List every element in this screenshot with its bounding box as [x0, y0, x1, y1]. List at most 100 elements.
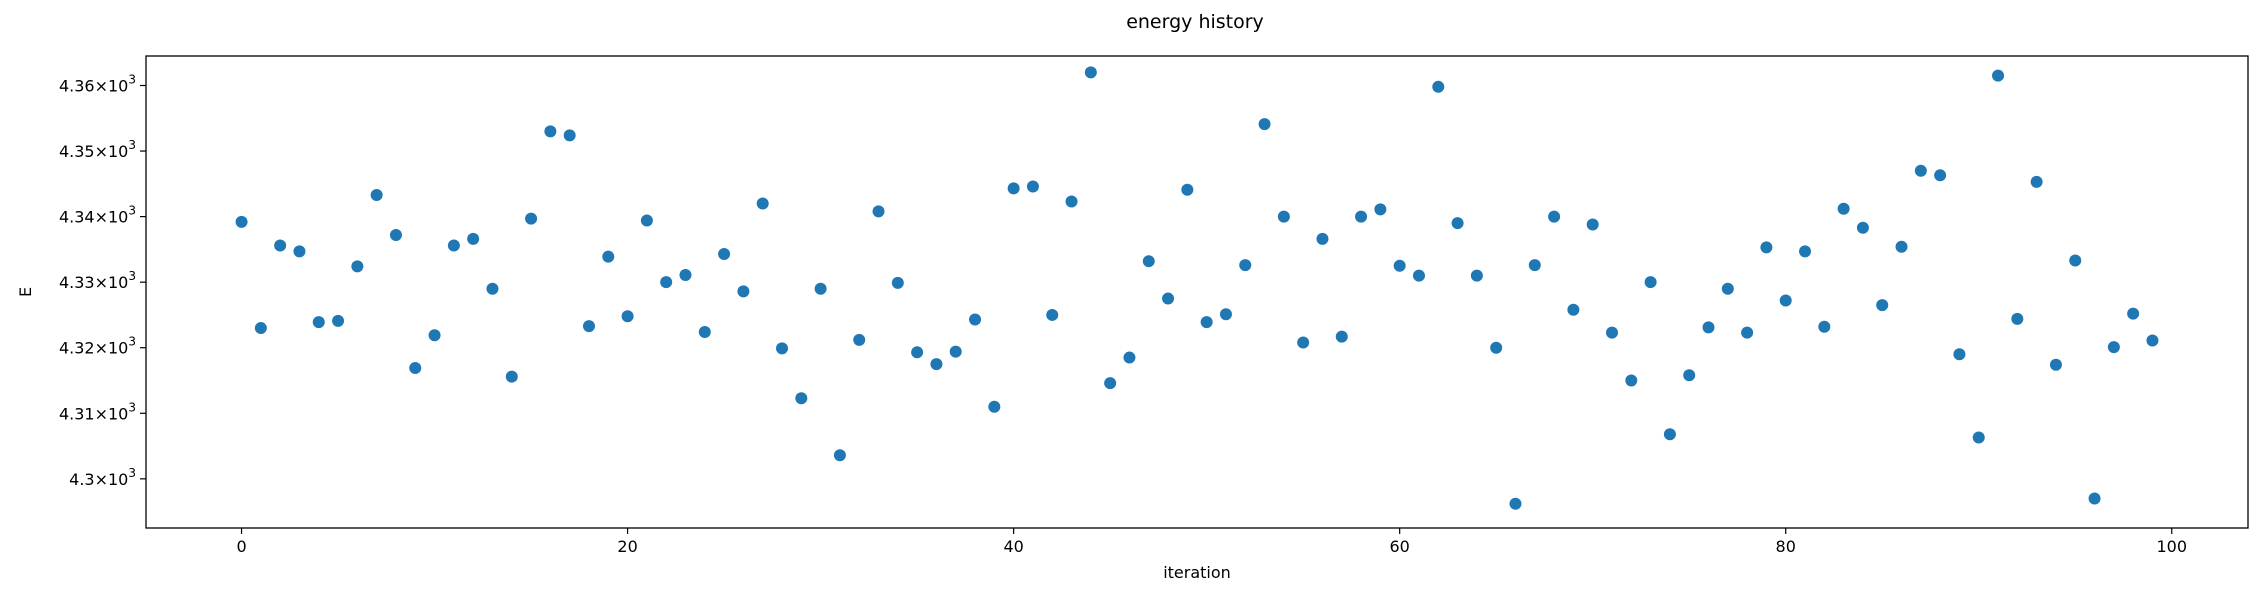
data-point [1992, 69, 2005, 82]
data-point [1258, 118, 1271, 131]
data-point [660, 276, 673, 289]
data-point [1586, 218, 1599, 231]
y-tick-label: 4.35×103 [59, 138, 136, 161]
data-point [1142, 255, 1155, 268]
y-tick-label: 4.36×103 [59, 73, 136, 96]
data-point [274, 239, 287, 252]
data-point [621, 310, 634, 323]
data-point [1683, 369, 1696, 382]
data-point [1953, 348, 1966, 361]
data-point [2069, 254, 2082, 267]
data-point [833, 449, 846, 462]
data-point [1663, 428, 1676, 441]
data-point [1972, 431, 1985, 444]
data-point [486, 282, 499, 295]
y-tick-label: 4.3×103 [69, 466, 136, 489]
data-point [351, 260, 364, 273]
data-point [1046, 308, 1059, 321]
data-point [1316, 232, 1329, 245]
data-point [1837, 202, 1850, 215]
data-point [1895, 240, 1908, 253]
data-point [872, 205, 885, 218]
data-point [1876, 299, 1889, 312]
data-point [525, 212, 538, 225]
data-point [563, 129, 576, 142]
data-point [1065, 195, 1078, 208]
data-point [467, 232, 480, 245]
scatter-points [235, 66, 2159, 510]
data-point [2011, 312, 2024, 325]
data-point [1799, 245, 1812, 258]
data-point [254, 322, 267, 335]
data-point [1432, 80, 1445, 93]
data-point [1123, 351, 1136, 364]
data-point [2030, 175, 2043, 188]
data-point [756, 197, 769, 210]
data-point [1084, 66, 1097, 79]
data-point [1548, 210, 1561, 223]
data-point [1470, 269, 1483, 282]
data-point [2107, 341, 2120, 354]
data-point [602, 250, 615, 263]
data-point [640, 214, 653, 227]
data-point [1335, 330, 1348, 343]
data-point [853, 333, 866, 346]
data-point [1567, 303, 1580, 316]
data-point [582, 320, 595, 333]
y-axis-label: E [16, 287, 35, 297]
data-point [911, 346, 924, 359]
x-tick-label: 80 [1776, 537, 1796, 556]
data-point [1721, 282, 1734, 295]
data-point [1856, 221, 1869, 234]
data-point [293, 245, 306, 258]
data-point [1934, 169, 1947, 182]
data-point [891, 276, 904, 289]
data-point [679, 268, 692, 281]
data-point [1818, 320, 1831, 333]
data-point [969, 313, 982, 326]
data-point [1007, 182, 1020, 195]
y-axis: 4.3×103 4.31×103 4.32×103 4.33×103 4.34×103 4… [59, 73, 146, 489]
data-point [1490, 341, 1503, 354]
data-point [1528, 259, 1541, 272]
data-point [776, 342, 788, 355]
data-point [1239, 259, 1252, 272]
data-point [1644, 276, 1657, 289]
data-point [312, 316, 325, 329]
data-point [1625, 374, 1638, 387]
data-point [1104, 377, 1117, 390]
data-point [1760, 241, 1773, 254]
y-tick-label: 4.31×103 [59, 400, 136, 423]
data-point [988, 400, 1001, 413]
x-tick-label: 40 [1003, 537, 1023, 556]
chart-title: energy history [1126, 11, 1264, 33]
y-tick-label: 4.34×103 [59, 204, 136, 227]
data-point [1779, 294, 1792, 307]
data-point [1162, 292, 1175, 305]
data-point [544, 125, 557, 138]
data-point [949, 345, 962, 358]
data-point [505, 370, 518, 383]
data-point [737, 285, 750, 298]
x-tick-label: 0 [236, 537, 246, 556]
data-point [1451, 217, 1464, 230]
data-point [1393, 259, 1406, 272]
data-point [409, 362, 422, 375]
data-point [1026, 180, 1039, 193]
x-axis: 0 20 40 60 80 100 [236, 528, 2187, 556]
data-point [698, 325, 711, 338]
data-point [2146, 334, 2159, 347]
data-point [389, 228, 402, 241]
data-point [814, 282, 827, 295]
y-tick-label: 4.33×103 [59, 269, 136, 292]
data-point [235, 215, 248, 228]
plot-frame [145, 55, 2249, 529]
data-point [428, 329, 441, 342]
data-point [1200, 316, 1213, 329]
data-point [2088, 492, 2101, 505]
data-point [1277, 210, 1290, 223]
data-point [1606, 326, 1618, 339]
x-tick-label: 60 [1389, 537, 1409, 556]
